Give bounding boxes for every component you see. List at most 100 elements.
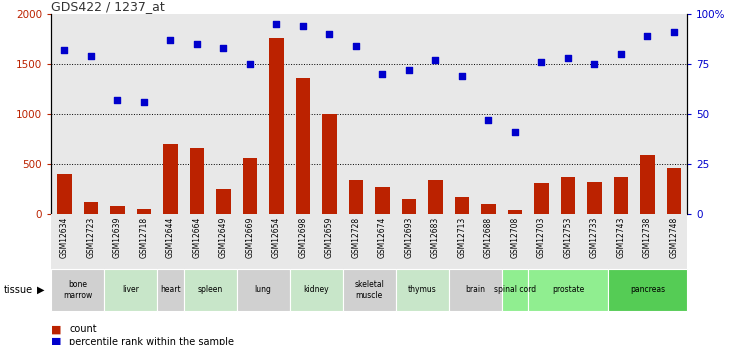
Text: GSM12659: GSM12659	[325, 217, 334, 258]
Bar	[243, 158, 257, 214]
Bar	[501, 269, 528, 310]
Text: GSM12713: GSM12713	[458, 217, 466, 258]
Text: count: count	[69, 325, 97, 334]
Point	[403, 67, 414, 72]
Text: liver: liver	[122, 285, 139, 294]
Text: skeletal
muscle: skeletal muscle	[355, 280, 384, 299]
Bar	[105, 269, 157, 310]
Bar	[375, 187, 390, 214]
Bar	[157, 269, 183, 310]
Bar	[83, 202, 98, 214]
Text: GSM12688: GSM12688	[484, 217, 493, 258]
Text: ▶: ▶	[37, 285, 44, 295]
Text: GSM12693: GSM12693	[404, 217, 414, 258]
Bar	[667, 168, 681, 214]
Text: GSM12718: GSM12718	[140, 217, 148, 258]
Point	[324, 31, 336, 37]
Bar	[289, 269, 343, 310]
Bar	[189, 148, 204, 214]
Text: percentile rank within the sample: percentile rank within the sample	[69, 337, 235, 345]
Text: GSM12723: GSM12723	[86, 217, 96, 258]
Point	[642, 33, 654, 39]
Text: GSM12639: GSM12639	[113, 217, 122, 258]
Text: bone
marrow: bone marrow	[63, 280, 92, 299]
Bar	[343, 269, 395, 310]
Bar	[110, 206, 125, 214]
Bar	[51, 214, 687, 269]
Point	[509, 129, 520, 135]
Text: GSM12674: GSM12674	[378, 217, 387, 258]
Point	[85, 53, 96, 59]
Bar	[587, 182, 602, 214]
Bar	[401, 199, 416, 214]
Text: tissue: tissue	[4, 285, 33, 295]
Text: GSM12728: GSM12728	[352, 217, 360, 258]
Text: heart: heart	[160, 285, 181, 294]
Point	[350, 43, 362, 49]
Text: GSM12683: GSM12683	[431, 217, 440, 258]
Bar	[51, 269, 105, 310]
Bar	[561, 177, 575, 214]
Text: GSM12644: GSM12644	[166, 217, 175, 258]
Bar	[607, 269, 687, 310]
Bar	[163, 144, 178, 214]
Text: kidney: kidney	[303, 285, 329, 294]
Point	[376, 71, 388, 77]
Point	[536, 59, 548, 65]
Bar	[455, 197, 469, 214]
Bar	[322, 114, 337, 214]
Point	[482, 117, 494, 122]
Point	[164, 37, 176, 42]
Text: lung: lung	[254, 285, 272, 294]
Text: GSM12654: GSM12654	[272, 217, 281, 258]
Bar	[216, 189, 231, 214]
Bar	[349, 180, 363, 214]
Text: GSM12753: GSM12753	[564, 217, 572, 258]
Text: GSM12738: GSM12738	[643, 217, 652, 258]
Text: spinal cord: spinal cord	[494, 285, 536, 294]
Text: ■: ■	[51, 337, 61, 345]
Text: GSM12733: GSM12733	[590, 217, 599, 258]
Bar	[528, 269, 607, 310]
Text: GSM12698: GSM12698	[298, 217, 308, 258]
Point	[218, 45, 230, 51]
Point	[430, 57, 442, 62]
Bar	[640, 155, 655, 214]
Text: GSM12634: GSM12634	[60, 217, 69, 258]
Text: GSM12703: GSM12703	[537, 217, 546, 258]
Point	[456, 73, 468, 79]
Point	[668, 29, 680, 34]
Bar	[507, 210, 522, 214]
Bar	[613, 177, 628, 214]
Point	[138, 99, 150, 105]
Bar	[449, 269, 501, 310]
Point	[297, 23, 308, 29]
Text: GSM12664: GSM12664	[192, 217, 202, 258]
Text: brain: brain	[465, 285, 485, 294]
Text: GSM12669: GSM12669	[246, 217, 254, 258]
Bar	[428, 180, 443, 214]
Text: GSM12649: GSM12649	[219, 217, 228, 258]
Text: prostate: prostate	[552, 285, 584, 294]
Point	[191, 41, 202, 47]
Text: spleen: spleen	[197, 285, 223, 294]
Point	[244, 61, 256, 67]
Bar	[295, 78, 310, 214]
Point	[112, 97, 124, 102]
Text: GSM12748: GSM12748	[670, 217, 678, 258]
Text: pancreas: pancreas	[630, 285, 665, 294]
Point	[270, 21, 282, 27]
Point	[588, 61, 600, 67]
Text: GSM12743: GSM12743	[616, 217, 626, 258]
Text: ■: ■	[51, 325, 61, 334]
Bar	[183, 269, 237, 310]
Point	[562, 55, 574, 61]
Text: GDS422 / 1237_at: GDS422 / 1237_at	[51, 0, 165, 13]
Point	[615, 51, 626, 57]
Bar	[237, 269, 289, 310]
Bar	[534, 183, 549, 214]
Bar	[481, 204, 496, 214]
Bar	[395, 269, 449, 310]
Bar	[137, 209, 151, 214]
Text: thymus: thymus	[408, 285, 436, 294]
